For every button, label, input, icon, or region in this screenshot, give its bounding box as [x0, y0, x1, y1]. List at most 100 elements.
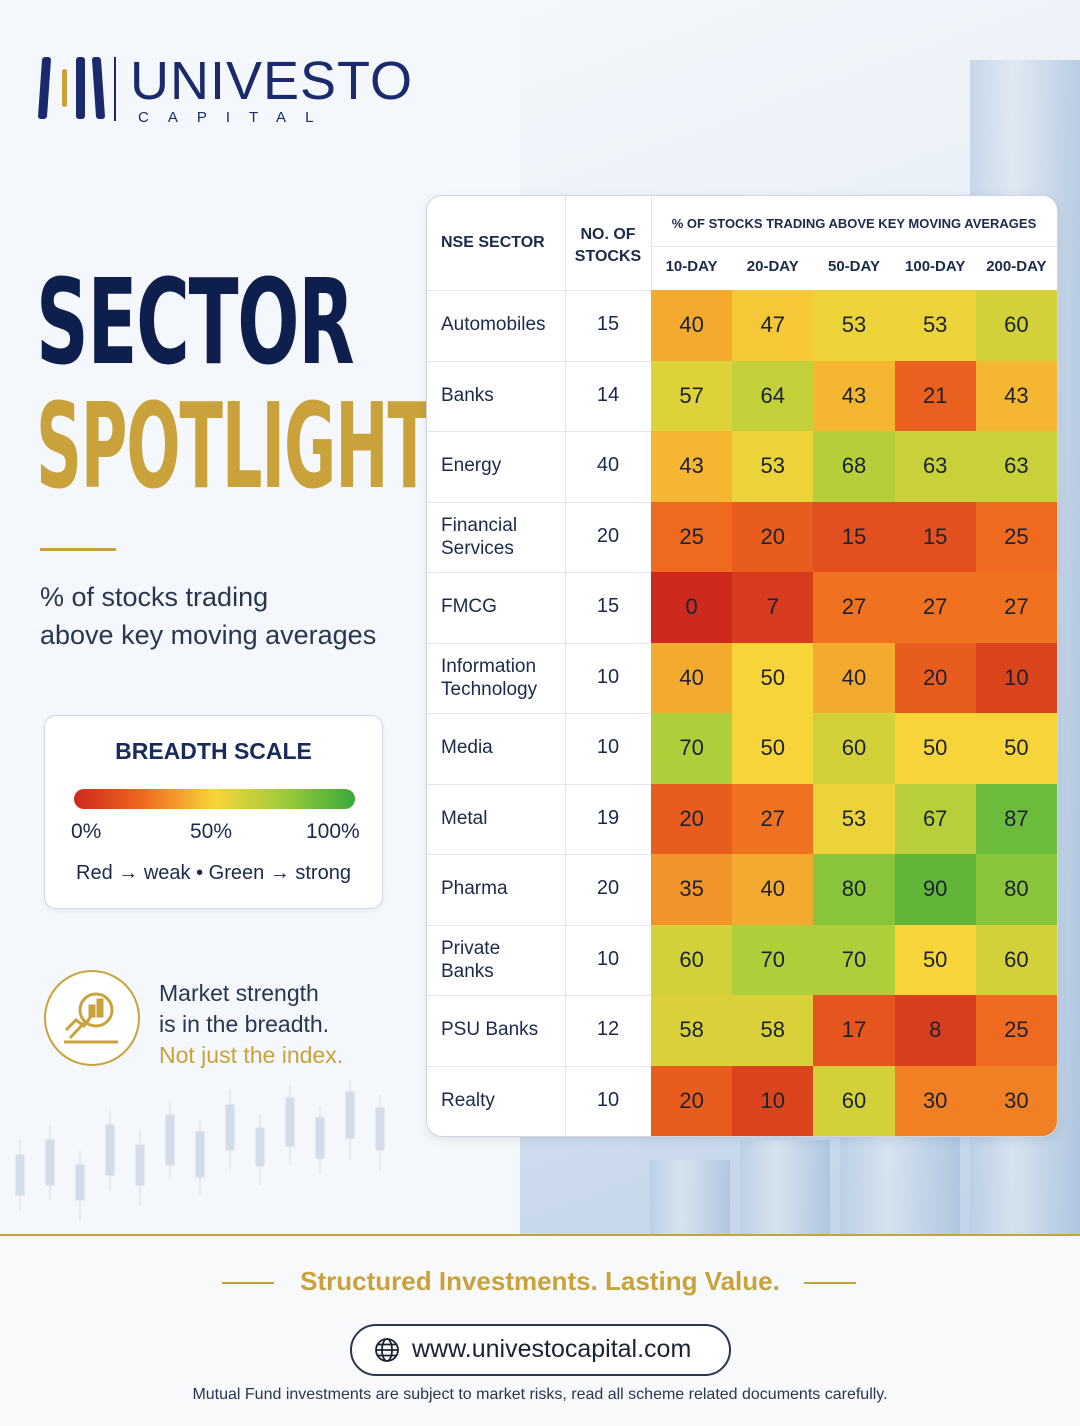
heatmap-cell: 87 — [975, 783, 1057, 854]
grid-line — [651, 196, 652, 290]
grid-line — [565, 196, 566, 290]
heatmap-cell: 10 — [732, 1065, 814, 1136]
sector-label-line1: PSU Banks — [441, 1019, 539, 1040]
building-graphic — [740, 1140, 830, 1235]
heatmap-cell: 8 — [894, 995, 976, 1066]
heatmap-cell: 40 — [732, 854, 814, 925]
website-link[interactable]: www.univestocapital.com — [350, 1324, 731, 1376]
heatmap-cell: 40 — [651, 290, 733, 361]
header-no-of-stocks-line2: STOCKS — [574, 248, 642, 265]
heatmap-cell: 25 — [975, 995, 1057, 1066]
brand-logo: UNIVESTO CAPITAL — [37, 51, 414, 126]
heatmap-cell: 57 — [651, 360, 733, 431]
brand-subtitle: CAPITAL — [138, 109, 333, 126]
grid-line — [651, 246, 1057, 247]
heatmap-cell: 43 — [975, 360, 1057, 431]
heatmap-cell: 60 — [813, 713, 895, 784]
heatmap-cell: 53 — [813, 783, 895, 854]
logo-mark-icon — [37, 55, 108, 123]
row-divider — [427, 501, 651, 503]
header-no-of-stocks: NO. OF STOCKS — [565, 224, 651, 268]
heatmap-cell: 63 — [894, 431, 976, 502]
globe-icon — [375, 1338, 399, 1362]
sector-label: Energy — [441, 454, 501, 477]
sector-label-line1: Energy — [441, 455, 502, 476]
sector-label-line1: Realty — [441, 1089, 495, 1111]
heatmap-cell: 47 — [732, 290, 814, 361]
footer: Structured Investments. Lasting Value. w… — [0, 1234, 1080, 1426]
row-divider — [427, 854, 651, 855]
strength-line2: is in the breadth. — [159, 1011, 330, 1037]
row-divider — [427, 642, 651, 644]
hero-title-line2: SPOTLIGHT — [36, 377, 431, 515]
row-divider — [427, 783, 651, 785]
sector-label-line1: Financial — [441, 514, 518, 536]
row-divider — [427, 1065, 651, 1067]
heatmap-cell: 43 — [651, 431, 733, 502]
heatmap-cell: 10 — [975, 642, 1057, 713]
sector-label: Pharma — [441, 877, 508, 900]
header-col-20-day: 20-DAY — [746, 258, 799, 275]
heatmap-cell: 40 — [813, 642, 895, 713]
stock-count: 15 — [596, 313, 620, 335]
heatmap-cell: 20 — [894, 642, 976, 713]
heatmap-cell: 0 — [651, 572, 733, 643]
sector-label-line1: FMCG — [441, 596, 497, 617]
hero-subtitle: % of stocks trading above key moving ave… — [40, 578, 420, 654]
heatmap-cell: 53 — [813, 290, 895, 361]
market-strength-note: Market strength is in the breadth. Not j… — [44, 970, 424, 1070]
logo-divider — [114, 57, 116, 121]
sector-label: Media — [441, 736, 493, 759]
brand-name: UNIVESTO — [130, 51, 414, 111]
heatmap-cell: 25 — [975, 501, 1057, 572]
heatmap-cell: 20 — [732, 501, 814, 572]
heatmap-cell: 27 — [975, 572, 1057, 643]
stock-count: 12 — [596, 1018, 620, 1040]
header-col-100-day: 100-DAY — [905, 258, 966, 275]
heatmap-cell: 67 — [894, 783, 976, 854]
row-divider — [427, 572, 651, 573]
heatmap-cell: 40 — [651, 642, 733, 713]
heatmap-cell: 21 — [894, 360, 976, 431]
header-col-50-day: 50-DAY — [827, 258, 880, 275]
header-moving-averages-group: % OF STOCKS TRADING ABOVE KEY MOVING AVE… — [671, 216, 1037, 231]
disclaimer-text: Mutual Fund investments are subject to m… — [192, 1386, 888, 1403]
sector-label: PSU Banks — [441, 1018, 538, 1041]
heatmap-cell: 27 — [894, 572, 976, 643]
sector-label: Realty — [441, 1089, 495, 1112]
heatmap-cell: 70 — [651, 713, 733, 784]
heatmap-cell: 15 — [894, 501, 976, 572]
stock-count: 20 — [596, 524, 620, 547]
heatmap-cell: 43 — [813, 360, 895, 431]
heatmap-cell: 60 — [975, 924, 1057, 995]
heatmap-cell: 64 — [732, 360, 814, 431]
scale-tick-100: 100% — [306, 820, 360, 843]
heatmap-cell: 68 — [813, 431, 895, 502]
heatmap-cell: 15 — [813, 501, 895, 572]
stock-count: 19 — [596, 806, 620, 829]
hero-title-line1: SECTOR — [36, 253, 355, 391]
sector-label-line2: Services — [441, 537, 514, 559]
sector-label: Information Technology — [441, 655, 537, 701]
candlestick-background-icon — [15, 1080, 385, 1220]
sector-label: FMCG — [441, 595, 497, 618]
scale-tick-50: 50% — [190, 820, 233, 843]
sector-label-line1: Pharma — [441, 878, 508, 899]
sector-label-line1: Information — [441, 655, 537, 677]
heatmap-cell: 50 — [894, 713, 976, 784]
heatmap-cell: 50 — [732, 642, 814, 713]
breadth-gradient-bar — [74, 789, 355, 809]
stock-count: 10 — [596, 1088, 620, 1111]
header-col-10-day: 10-DAY — [665, 258, 718, 275]
heatmap-cell: 53 — [894, 290, 976, 361]
heatmap-cell: 90 — [894, 854, 976, 925]
footer-tagline: Structured Investments. Lasting Value. — [300, 1266, 780, 1296]
hero-subtitle-line2: above key moving averages — [40, 620, 377, 650]
header-no-of-stocks-line1: NO. OF — [580, 226, 636, 243]
heatmap-cell: 80 — [975, 854, 1057, 925]
sector-label: Private Banks — [441, 937, 500, 983]
sector-label-line1: Banks — [441, 384, 494, 406]
row-divider — [427, 431, 651, 432]
row-divider — [427, 924, 651, 926]
sector-label: Metal — [441, 807, 487, 830]
